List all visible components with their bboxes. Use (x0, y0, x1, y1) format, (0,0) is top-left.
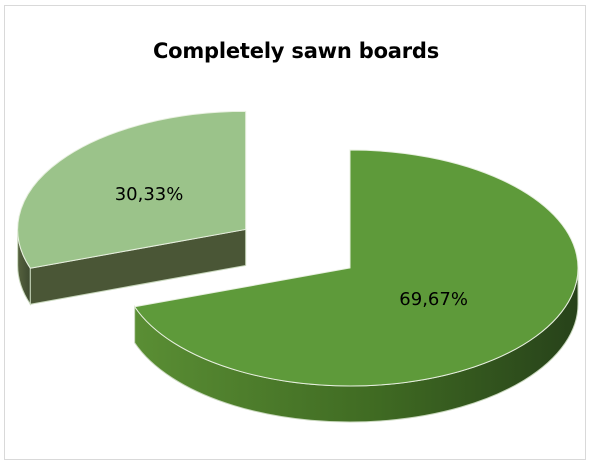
pie-slice (133, 149, 579, 423)
data-label: 30,33% (115, 184, 184, 205)
pie-slice-top (17, 110, 247, 269)
pie-slice-top (133, 149, 579, 387)
pie-slice (17, 110, 247, 306)
data-label: 69,67% (399, 289, 468, 310)
chart-title: Completely sawn boards (152, 39, 440, 63)
